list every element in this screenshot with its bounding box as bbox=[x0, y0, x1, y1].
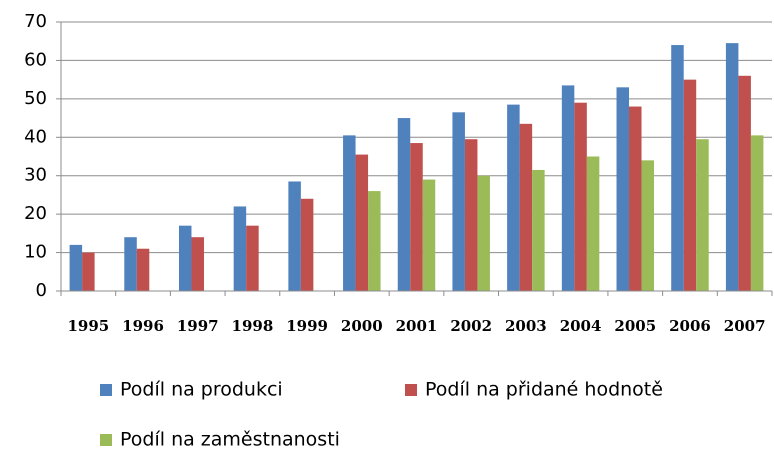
x-tick-label: 2001 bbox=[396, 317, 438, 335]
bar bbox=[136, 248, 150, 291]
x-tick-label: 1995 bbox=[67, 317, 109, 335]
y-tick-label: 30 bbox=[24, 165, 47, 186]
bar bbox=[300, 198, 314, 291]
bar bbox=[246, 225, 259, 291]
bar bbox=[683, 79, 697, 292]
x-tick-label: 2003 bbox=[505, 317, 547, 335]
y-tick-label: 70 bbox=[24, 11, 47, 32]
bar bbox=[641, 160, 655, 291]
legend-label: Podíl na zaměstnanosti bbox=[120, 429, 340, 451]
bar bbox=[343, 135, 356, 291]
bar bbox=[477, 175, 490, 291]
bar bbox=[671, 45, 684, 291]
bar bbox=[519, 123, 533, 291]
bar bbox=[616, 87, 630, 291]
bar bbox=[233, 206, 247, 291]
legend-swatch bbox=[405, 384, 417, 396]
bar bbox=[629, 106, 642, 292]
bar bbox=[191, 237, 204, 291]
bar bbox=[82, 252, 95, 291]
bar bbox=[738, 75, 751, 291]
y-tick-label: 50 bbox=[24, 88, 47, 109]
legend-swatch bbox=[100, 384, 112, 396]
y-tick-label: 20 bbox=[24, 203, 47, 224]
x-tick-label: 2007 bbox=[724, 317, 766, 335]
bar bbox=[355, 154, 369, 291]
bar bbox=[397, 118, 411, 291]
y-tick-label: 0 bbox=[36, 280, 47, 301]
legend-label: Podíl na produkci bbox=[120, 379, 283, 401]
x-tick-label: 2006 bbox=[669, 317, 711, 335]
bar bbox=[561, 85, 575, 292]
x-tick-label: 2000 bbox=[341, 317, 383, 335]
bar bbox=[532, 169, 545, 291]
bar bbox=[288, 181, 301, 291]
x-tick-label: 1998 bbox=[232, 317, 274, 335]
bar bbox=[452, 112, 465, 291]
legend-swatch bbox=[100, 434, 112, 446]
x-tick-label: 1999 bbox=[286, 317, 328, 335]
x-tick-label: 2004 bbox=[560, 317, 602, 335]
x-tick-label: 1997 bbox=[177, 317, 219, 335]
bar bbox=[696, 139, 709, 291]
x-tick-label: 2002 bbox=[450, 317, 492, 335]
bar bbox=[574, 102, 587, 291]
bar bbox=[368, 191, 381, 291]
bar bbox=[124, 237, 137, 291]
bar bbox=[410, 143, 423, 291]
y-tick-label: 40 bbox=[24, 126, 47, 147]
bar bbox=[178, 225, 192, 291]
bar bbox=[69, 244, 83, 291]
x-tick-label: 1996 bbox=[122, 317, 164, 335]
bar bbox=[422, 179, 436, 291]
bar bbox=[586, 156, 600, 291]
y-tick-label: 60 bbox=[24, 49, 47, 70]
y-tick-label: 10 bbox=[24, 242, 47, 263]
x-tick-label: 2005 bbox=[614, 317, 656, 335]
bar bbox=[507, 104, 520, 291]
bar bbox=[725, 43, 739, 292]
legend-label: Podíl na přidané hodnotě bbox=[425, 379, 663, 401]
bar bbox=[464, 139, 478, 291]
bar bbox=[750, 135, 764, 291]
